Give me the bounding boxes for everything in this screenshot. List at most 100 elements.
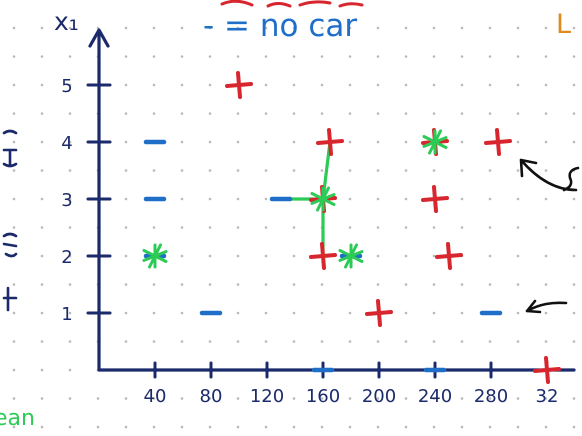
grid-dot [124, 112, 128, 115]
grid-dot [432, 311, 436, 315]
grid-dot [12, 397, 16, 400]
grid-dot [320, 169, 324, 172]
grid-dot [460, 55, 464, 58]
grid-dot [124, 55, 128, 58]
grid-dot [180, 140, 184, 144]
grid-dot [460, 425, 464, 429]
grid-dot [348, 112, 352, 115]
grid-dot [236, 140, 240, 144]
grid-dot [236, 283, 240, 286]
right-edge-partial-letter [562, 166, 580, 192]
grid-dot [320, 112, 324, 115]
grid-dot [488, 197, 492, 201]
grid-dot [320, 397, 324, 400]
grid-dot [432, 169, 436, 172]
grid-dot [68, 425, 72, 429]
grid-dot [544, 254, 548, 258]
grid-dot [376, 83, 380, 87]
grid-dot [516, 55, 520, 58]
grid-dot [376, 425, 380, 429]
grid-dot [320, 283, 324, 286]
grid-dot [488, 112, 492, 115]
grid-dot [180, 254, 184, 258]
grid-dot [236, 226, 240, 229]
grid-dot [432, 397, 436, 400]
y-tick-label: 5 [61, 76, 72, 97]
grid-dot [292, 311, 296, 315]
grid-dot [404, 112, 408, 115]
grid-dot [488, 55, 492, 58]
grid-dot [404, 197, 408, 201]
highlighted-point-star [422, 129, 448, 155]
grid-dot [152, 26, 156, 30]
grid-dot [348, 140, 352, 144]
grid-dot [404, 425, 408, 429]
grid-dot [572, 283, 576, 286]
grid-dot [236, 311, 240, 315]
grid-dot [40, 425, 44, 429]
grid-dot [432, 283, 436, 286]
grid-dot [292, 112, 296, 115]
partial-top-right-letter: L [556, 9, 571, 40]
grid-dot [516, 112, 520, 115]
grid-dot [488, 340, 492, 343]
grid-dot [292, 254, 296, 258]
grid-dot [68, 112, 72, 115]
grid-dot [236, 425, 240, 429]
grid-dot [68, 254, 72, 258]
grid-dot [292, 26, 296, 30]
grid-dot [404, 283, 408, 286]
grid-dot [376, 340, 380, 343]
grid-dot [572, 197, 576, 201]
grid-dot [12, 169, 16, 172]
grid-dot [264, 169, 268, 172]
grid-dot [572, 226, 576, 229]
grid-dot [516, 83, 520, 87]
grid-dot [124, 340, 128, 343]
grid-dot [68, 140, 72, 144]
car-point [421, 185, 449, 213]
grid-dot [180, 226, 184, 229]
grid-dot [180, 340, 184, 343]
grid-dot [264, 197, 268, 201]
grid-dot [12, 340, 16, 343]
x-tick-label: 32 [536, 386, 559, 407]
grid-dot [348, 197, 352, 201]
grid-dot [460, 112, 464, 115]
grid-dot [488, 254, 492, 258]
grid-dot [572, 340, 576, 343]
grid-dot [96, 425, 100, 429]
legend-no-car: - = no car [203, 8, 357, 44]
grid-dot [68, 397, 72, 400]
grid-dot [516, 254, 520, 258]
grid-dot [544, 112, 548, 115]
grid-dot [516, 226, 520, 229]
grid-dot [208, 397, 212, 400]
grid-dot [404, 226, 408, 229]
grid-dot [40, 140, 44, 144]
grid-dot [488, 283, 492, 286]
grid-dot [264, 226, 268, 229]
grid-dot [376, 283, 380, 286]
grid-dot [236, 112, 240, 115]
grid-dot [40, 254, 44, 258]
grid-dot [572, 254, 576, 258]
grid-dot [40, 83, 44, 87]
grid-dot [544, 197, 548, 201]
grid-dot [544, 311, 548, 315]
grid-dot [516, 26, 520, 30]
grid-dot [516, 397, 520, 400]
grid-dot [320, 311, 324, 315]
grid-dot [40, 169, 44, 172]
grid-dot [572, 397, 576, 400]
grid-dot [460, 140, 464, 144]
grid-dot [236, 26, 240, 30]
grid-dot [40, 311, 44, 315]
grid-dot [572, 55, 576, 58]
grid-dot [544, 397, 548, 400]
grid-dot [404, 397, 408, 400]
grid-dot [236, 254, 240, 258]
grid-dot [404, 55, 408, 58]
grid-dot [348, 55, 352, 58]
grid-dot [152, 425, 156, 429]
